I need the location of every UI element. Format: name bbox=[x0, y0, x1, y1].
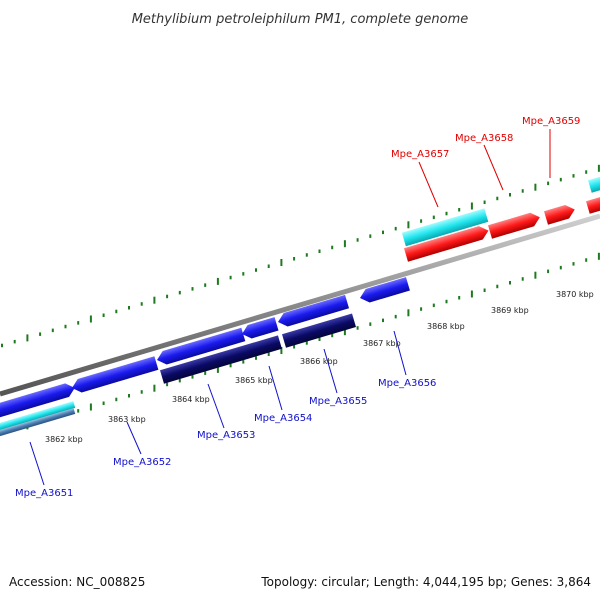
accession-text: Accession: NC_008825 bbox=[9, 575, 145, 589]
leader-line bbox=[323, 348, 338, 394]
navy-feature-b[interactable] bbox=[282, 313, 356, 348]
gene-arrow-mpe-a3655[interactable] bbox=[276, 294, 350, 329]
tick-row-upper bbox=[1, 164, 600, 348]
leader-line bbox=[418, 161, 439, 208]
gene-label-mpe-a3656[interactable]: Mpe_A3656 bbox=[378, 378, 436, 389]
gene-label-mpe-a3651[interactable]: Mpe_A3651 bbox=[15, 488, 73, 499]
tick-label: 3864 kbp bbox=[172, 395, 210, 404]
leader-line bbox=[483, 144, 504, 191]
gene-arrow-mpe-a3658[interactable] bbox=[488, 211, 542, 239]
tick-label: 3867 kbp bbox=[363, 339, 401, 348]
leader-line bbox=[268, 365, 283, 411]
gene-label-mpe-a3653[interactable]: Mpe_A3653 bbox=[197, 430, 255, 441]
gene-arrow-mpe-a3651[interactable] bbox=[0, 381, 77, 423]
forward-gene-labels: Mpe_A3657 Mpe_A3658 Mpe_A3659 bbox=[391, 116, 580, 208]
leader-line bbox=[207, 383, 225, 429]
leader-line bbox=[29, 441, 45, 486]
tick-label: 3870 kbp bbox=[556, 290, 594, 299]
leader-line bbox=[126, 421, 142, 455]
gene-arrow-mpe-a3654[interactable] bbox=[240, 317, 279, 341]
steel-feature-reverse[interactable] bbox=[0, 408, 76, 439]
gene-arrow-mpe-a3659[interactable] bbox=[544, 203, 577, 225]
gene-arrow-mpe-a3652[interactable] bbox=[70, 356, 159, 394]
red-feature-edge[interactable] bbox=[586, 192, 600, 214]
map-title: Methylibium petroleiphilum PM1, complete… bbox=[132, 12, 469, 27]
tick-label: 3865 kbp bbox=[235, 376, 273, 385]
tick-label: 3862 kbp bbox=[45, 435, 83, 444]
tick-label: 3869 kbp bbox=[491, 306, 529, 315]
reverse-gene-labels: Mpe_A3651 Mpe_A3652 Mpe_A3653 Mpe_A3654 … bbox=[15, 330, 436, 499]
gene-label-mpe-a3657[interactable]: Mpe_A3657 bbox=[391, 149, 449, 160]
gene-label-mpe-a3652[interactable]: Mpe_A3652 bbox=[113, 457, 171, 468]
cyan-feature-forward[interactable] bbox=[401, 208, 489, 247]
reverse-strand-features bbox=[0, 277, 410, 439]
cyan-feature-reverse[interactable] bbox=[0, 401, 76, 433]
genome-summary-text: Topology: circular; Length: 4,044,195 bp… bbox=[260, 575, 591, 589]
cyan-feature-forward-edge[interactable] bbox=[588, 168, 600, 193]
tick-label: 3863 kbp bbox=[108, 415, 146, 424]
gene-label-mpe-a3659[interactable]: Mpe_A3659 bbox=[522, 116, 580, 127]
leader-line bbox=[393, 330, 407, 376]
forward-strand-features bbox=[401, 168, 600, 262]
gene-label-mpe-a3658[interactable]: Mpe_A3658 bbox=[455, 133, 513, 144]
scale-labels: 3862 kbp 3863 kbp 3864 kbp 3865 kbp 3866… bbox=[45, 290, 594, 444]
gene-label-mpe-a3655[interactable]: Mpe_A3655 bbox=[309, 396, 367, 407]
genome-backbone bbox=[0, 213, 600, 397]
gene-arrow-mpe-a3657[interactable] bbox=[404, 224, 490, 262]
gene-label-mpe-a3654[interactable]: Mpe_A3654 bbox=[254, 413, 312, 424]
gene-arrow-mpe-a3656[interactable] bbox=[358, 277, 410, 305]
tick-row-lower bbox=[1, 252, 600, 436]
tick-label: 3866 kbp bbox=[300, 357, 338, 366]
gene-arrow-mpe-a3653[interactable] bbox=[155, 327, 246, 367]
tick-label: 3868 kbp bbox=[427, 322, 465, 331]
navy-feature-a[interactable] bbox=[160, 335, 282, 384]
